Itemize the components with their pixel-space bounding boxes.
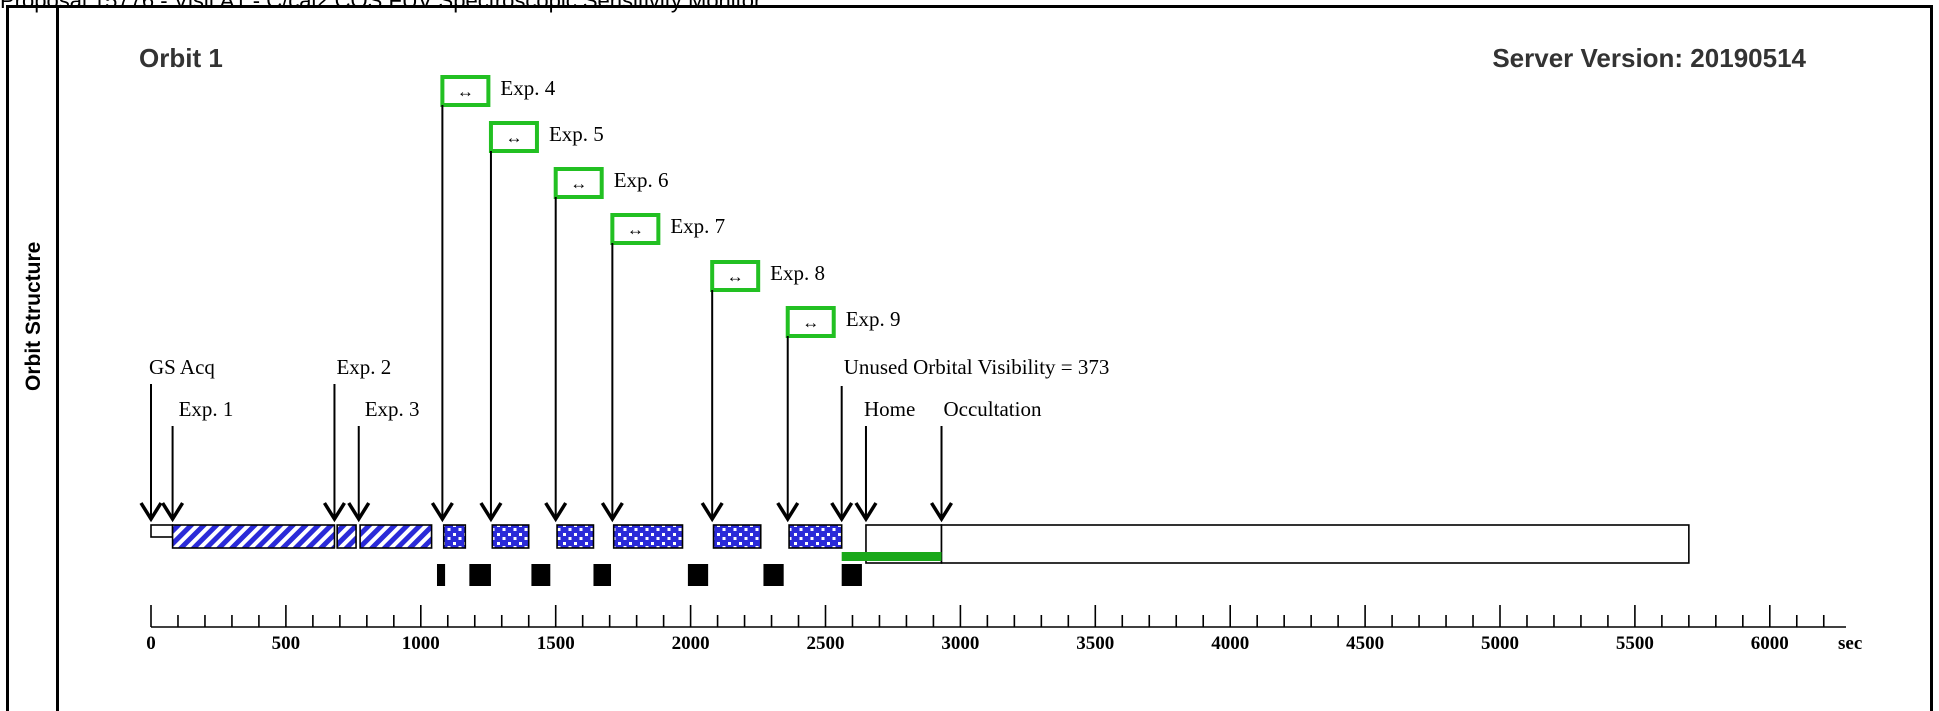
events-layer: GS Acq Exp. 1 Exp. 2 Exp. 3 ↔ Exp. 4 ↔ Exp. 5 ↔ E… (139, 75, 1110, 523)
exposure-block (531, 564, 551, 586)
arrow-head (161, 502, 185, 523)
move-arrow-icon: ↔ (802, 313, 819, 332)
tick-label: 2500 (807, 633, 845, 654)
tick-label: 0 (146, 633, 156, 654)
segment-dots (556, 524, 595, 549)
orbit-frame (6, 5, 1933, 711)
segment-occultation (940, 524, 1690, 564)
event-label: Exp. 6 (614, 168, 669, 192)
arrow-head (830, 502, 854, 523)
segment-dots (712, 524, 762, 549)
exposure-block (687, 564, 709, 586)
move-icon (488, 121, 539, 153)
event-label: GS Acq (149, 355, 215, 379)
event-label: Exp. 3 (365, 397, 420, 421)
exposure-block (841, 564, 862, 586)
blocks-layer (436, 564, 862, 586)
arrow-head (430, 502, 454, 523)
event-unused-orbital-visibility-373: Unused Orbital Visibility = 373 (830, 355, 1110, 523)
event-label: Exp. 1 (179, 397, 234, 421)
move-icon (610, 213, 661, 245)
segments-layer (150, 524, 1690, 564)
event-home: Home (854, 397, 915, 523)
move-arrow-icon: ↔ (727, 267, 744, 286)
move-icon (785, 306, 836, 338)
event-exp-8: ↔ Exp. 8 (700, 260, 825, 523)
segment-dots (442, 524, 467, 549)
exposure-block (763, 564, 784, 586)
segment-dots (788, 524, 843, 549)
tick-label: 3500 (1076, 633, 1114, 654)
event-label: Exp. 4 (500, 76, 555, 100)
event-gs-acq: GS Acq (139, 355, 215, 523)
move-arrow-icon: ↔ (627, 220, 644, 239)
event-label: Unused Orbital Visibility = 373 (844, 355, 1110, 379)
axis-unit: sec (1838, 633, 1862, 654)
event-exp-4: ↔ Exp. 4 (430, 75, 556, 523)
segment-dots (491, 524, 530, 549)
server-version: Server Version: 20190514 (1492, 43, 1806, 73)
event-exp-2: Exp. 2 (322, 355, 391, 523)
tick-label: 1500 (537, 633, 575, 654)
arrow-head (544, 502, 568, 523)
event-label: Home (864, 397, 915, 421)
event-label: Exp. 7 (670, 214, 725, 238)
tick-label: 5500 (1616, 633, 1654, 654)
arrow-head (347, 502, 371, 523)
event-exp-9: ↔ Exp. 9 (776, 306, 901, 523)
segment-acq (150, 524, 174, 538)
tick-label: 500 (272, 633, 301, 654)
side-label-column: Orbit Structure (6, 5, 59, 711)
event-label: Exp. 5 (549, 122, 604, 146)
move-icon (440, 75, 491, 107)
arrow-head (776, 502, 800, 523)
move-icon (553, 167, 604, 199)
segment-hatch (359, 524, 433, 549)
event-exp-3: Exp. 3 (347, 397, 420, 523)
tick-label: 2000 (672, 633, 710, 654)
segment-hatch (336, 524, 357, 549)
event-occultation: Occultation (930, 397, 1042, 523)
segment-dots (612, 524, 684, 549)
exposure-block (593, 564, 612, 586)
move-arrow-icon: ↔ (457, 82, 474, 101)
unused-visibility-bar (841, 552, 942, 561)
arrow-head (700, 502, 724, 523)
time-axis: 0 500 1000 1500 2000 2500 3000 3500 4000 4500 5000… (146, 605, 1862, 654)
tick-label: 4500 (1346, 633, 1384, 654)
arrow-head (930, 502, 953, 523)
move-arrow-icon: ↔ (570, 174, 587, 193)
tick-label: 5000 (1481, 633, 1519, 654)
tick-label: 3000 (941, 633, 979, 654)
event-label: Exp. 8 (770, 261, 825, 285)
tick-label: 1000 (402, 633, 440, 654)
arrow-head (479, 502, 503, 523)
arrow-head (322, 502, 346, 523)
segment-hatch (171, 524, 336, 549)
arrow-head (854, 502, 878, 523)
event-exp-7: ↔ Exp. 7 (600, 213, 725, 523)
event-exp-1: Exp. 1 (161, 397, 234, 523)
event-label: Exp. 2 (336, 355, 391, 379)
exposure-block (436, 564, 446, 586)
arrow-head (139, 502, 163, 523)
event-exp-6: ↔ Exp. 6 (544, 167, 669, 523)
event-label: Occultation (944, 397, 1042, 421)
move-icon (710, 260, 761, 292)
exposure-block (469, 564, 491, 586)
arrow-head (600, 502, 624, 523)
tick-label: 6000 (1751, 633, 1789, 654)
tick-label: 4000 (1211, 633, 1249, 654)
event-exp-5: ↔ Exp. 5 (479, 121, 604, 523)
event-label: Exp. 9 (846, 307, 901, 331)
orbit-title: Orbit 1 (139, 43, 223, 73)
move-arrow-icon: ↔ (505, 128, 522, 147)
